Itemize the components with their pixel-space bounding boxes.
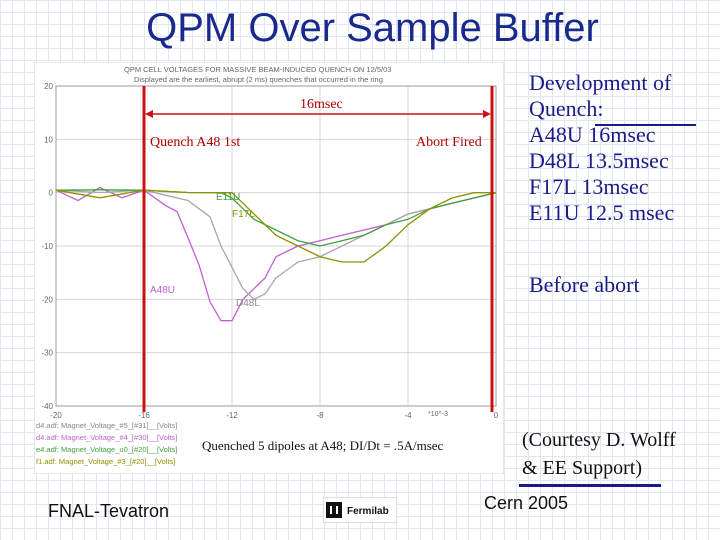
fermilab-logo: Fermilab [323,497,397,523]
y-tick-label: 20 [44,82,53,91]
series-line-f17l [55,189,496,263]
plot-axes-frame [55,85,497,407]
slide-title: QPM Over Sample Buffer [146,6,599,50]
legend-entry: f1.adf: Magnet_Voltage_#3_[#20]__[Volts] [36,457,175,466]
footer-rule [519,484,661,487]
label-d48l: D48L [236,298,260,309]
quench-development-text: Development of Quench: A48U 16msec D48L … [529,70,674,226]
arrow-right-icon [483,110,491,118]
x-unit-label: *10^-3 [428,411,448,418]
side-line: E11U 12.5 msec [529,200,675,225]
footer-right-text: Cern 2005 [484,493,569,513]
courtesy-line: & EE Support) [522,457,642,479]
plot-series [55,186,497,322]
plot-background [34,62,504,474]
quench-voltage-plot: QPM CELL VOLTAGES FOR MASSIVE BEAM-INDUC… [34,62,504,474]
label-e11u: E11U [216,192,240,203]
footer-left-text: FNAL-Tevatron [48,501,170,521]
side-line: Quench: [529,96,604,121]
side-line: D48L 13.5msec [529,148,669,173]
logo-text: Fermilab [347,506,389,517]
arrow-left-icon [145,110,153,118]
fermilab-mark-icon [326,502,342,518]
y-tick-label: 0 [49,189,54,198]
plot-caption: Quenched 5 dipoles at A48; DI/Dt = .5A/m… [202,438,444,453]
plot-legend: d4.adf: Magnet_Voltage_#5_[#31]__[Volts]… [36,421,177,466]
legend-entry: d4.adf: Magnet_Voltage_#4_[#30]__[Volts] [36,433,177,442]
side-line: F17L 13msec [529,174,649,199]
plot-header-line2: Displayed are the earliest, abrupt (2 ms… [134,75,383,84]
courtesy-text: (Courtesy D. Wolff & EE Support) [522,426,676,482]
y-tick-label: -10 [41,242,53,251]
annotation-16msec: 16msec [300,97,343,112]
side-line: Development of [529,70,672,95]
y-tick-label: -40 [41,402,53,411]
plot-header-line1: QPM CELL VOLTAGES FOR MASSIVE BEAM-INDUC… [124,65,391,74]
quench-underline [595,124,696,126]
annotation-quench-a48: Quench A48 1st [150,135,240,150]
plot-grid [55,85,497,407]
legend-entry: e4.adf: Magnet_Voltage_u0_[#20]__[Volts] [36,445,177,454]
legend-entry: d4.adf: Magnet_Voltage_#5_[#31]__[Volts] [36,421,177,430]
x-tick-label: -8 [316,411,324,420]
x-tick-label: -20 [50,411,62,420]
y-tick-label: -20 [41,295,53,304]
y-tick-label: 10 [44,135,53,144]
annotation-abort-fired: Abort Fired [416,135,482,150]
x-tick-label: -12 [226,411,238,420]
x-tick-label: -4 [404,411,412,420]
x-tick-label: -16 [138,411,150,420]
label-f17l: F17L [232,209,255,220]
courtesy-line: (Courtesy D. Wolff [522,429,676,451]
x-tick-label: 0 [494,411,499,420]
label-a48u: A48U [150,285,175,296]
side-line: A48U 16msec [529,122,656,147]
y-tick-label: -30 [41,349,53,358]
plot-markers [142,86,494,412]
before-abort-text: Before abort [529,272,640,297]
series-line-d48l [55,189,497,301]
